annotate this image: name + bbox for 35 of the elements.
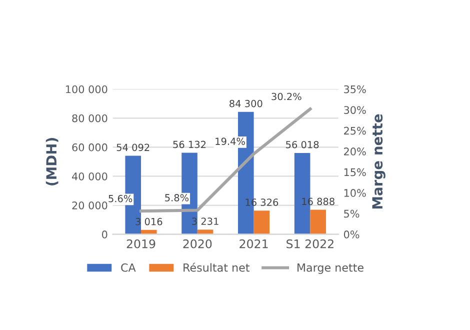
bar [254,210,270,234]
x-tick-label: 2021 [240,239,268,248]
y2-tick-label: 30% [344,106,366,114]
data-label: 56 132 [173,140,206,148]
x-tick-label: 2019 [126,239,156,248]
x-tick-label: S1 2022 [286,239,334,248]
data-label: 3 231 [192,218,218,225]
y2-tick-label: 10% [344,189,366,197]
data-label: 30.2% [272,92,302,100]
y2-tick-label: 25% [344,126,366,135]
y-tick-label: 100 000 [66,85,108,94]
y-tick-label: 60 000 [72,143,108,152]
y-tick-label: 0 [102,230,108,238]
y-tick-label: 20 000 [72,201,108,210]
y2-tick-label: 15% [344,168,366,176]
data-label: 3 016 [136,218,162,226]
y2-tick-label: 35% [344,85,366,94]
y-tick-label: 40 000 [72,172,108,180]
data-label: 19.4% [216,138,245,145]
bar [310,210,326,234]
data-label: 54 092 [116,144,150,152]
x-tick-label: 2020 [183,239,212,248]
y2-tick-label: 5% [344,210,360,218]
y2-tick-label: 0% [344,230,360,238]
y-tick-label: 80 000 [72,114,108,122]
legend-label: CA [121,263,136,272]
y2-tick-label: 20% [344,148,366,156]
data-label: 56 018 [286,140,319,148]
data-label: 84 300 [230,100,262,108]
data-label: 5.6% [108,194,132,202]
y-axis-title: (MDH) [46,138,58,186]
y2-axis-title: Marge nette [372,114,386,209]
legend-label: Marge nette [298,264,364,274]
legend-label: Résultat net [184,262,250,272]
data-label: 5.8% [165,194,189,202]
